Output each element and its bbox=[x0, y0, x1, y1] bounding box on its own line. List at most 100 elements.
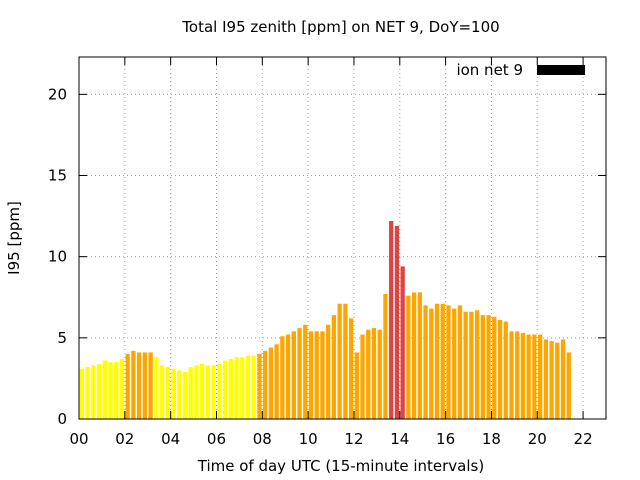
bar bbox=[303, 324, 308, 419]
bar bbox=[200, 363, 205, 419]
x-tick-label: 02 bbox=[115, 430, 134, 448]
bar bbox=[205, 365, 211, 419]
bar bbox=[308, 331, 314, 419]
x-tick-label: 04 bbox=[161, 430, 180, 448]
bar bbox=[452, 308, 457, 419]
y-tick-label: 10 bbox=[48, 248, 67, 266]
x-tick-labels: 00 02 04 06 08 10 12 14 16 18 20 22 bbox=[69, 430, 592, 448]
legend-label: ion net 9 bbox=[456, 61, 523, 79]
bar bbox=[79, 368, 85, 419]
bar bbox=[354, 352, 359, 419]
bar bbox=[474, 310, 480, 419]
bar bbox=[142, 352, 148, 419]
plot-frame bbox=[78, 56, 607, 420]
bar bbox=[360, 334, 365, 419]
bar bbox=[337, 303, 342, 419]
bar bbox=[532, 334, 537, 419]
bar bbox=[371, 328, 377, 419]
bar bbox=[469, 311, 474, 419]
bar bbox=[234, 357, 239, 419]
bar bbox=[188, 367, 193, 419]
bar bbox=[463, 311, 468, 419]
bars-group bbox=[79, 220, 571, 419]
bar bbox=[394, 225, 400, 419]
x-axis-label: Time of day UTC (15-minute intervals) bbox=[197, 457, 484, 475]
y-tick-labels: 0 5 10 15 20 bbox=[48, 85, 67, 428]
bar bbox=[543, 339, 549, 419]
bar bbox=[560, 339, 566, 419]
bar bbox=[555, 342, 560, 419]
bar bbox=[222, 360, 228, 419]
bar bbox=[268, 347, 274, 419]
bar bbox=[434, 303, 440, 419]
bar bbox=[446, 305, 451, 419]
bar bbox=[526, 334, 531, 419]
bar bbox=[480, 315, 485, 419]
bar bbox=[377, 329, 382, 419]
y-tick-label: 0 bbox=[57, 410, 67, 428]
bar bbox=[125, 354, 130, 419]
bar bbox=[492, 316, 497, 419]
bar bbox=[85, 367, 90, 419]
bar bbox=[497, 319, 503, 419]
bar bbox=[389, 220, 394, 419]
bar bbox=[165, 367, 170, 419]
bar bbox=[148, 352, 153, 419]
bar bbox=[331, 315, 337, 419]
bar bbox=[108, 362, 113, 419]
x-tick-label: 12 bbox=[344, 430, 363, 448]
bar bbox=[314, 331, 319, 419]
bar bbox=[182, 371, 188, 419]
x-tick-label: 16 bbox=[436, 430, 455, 448]
x-tick-label: 08 bbox=[253, 430, 272, 448]
y-tick-label: 5 bbox=[57, 329, 67, 347]
bar bbox=[549, 341, 554, 419]
bar bbox=[240, 357, 245, 419]
bar bbox=[429, 308, 434, 419]
legend-swatch bbox=[537, 65, 585, 75]
axis-ticks bbox=[78, 57, 606, 420]
bar bbox=[400, 266, 405, 419]
bar bbox=[159, 365, 165, 419]
bar bbox=[326, 324, 331, 419]
bar bbox=[137, 352, 142, 419]
bar bbox=[343, 303, 348, 419]
bar bbox=[440, 303, 445, 419]
bar bbox=[291, 331, 296, 419]
bar bbox=[417, 292, 422, 419]
bar bbox=[119, 358, 125, 419]
x-tick-label: 14 bbox=[390, 430, 409, 448]
bar bbox=[251, 355, 256, 419]
bar bbox=[406, 295, 411, 419]
bar bbox=[457, 305, 463, 419]
bar bbox=[96, 363, 102, 419]
chart-title: Total I95 zenith [ppm] on NET 9, DoY=100 bbox=[181, 18, 499, 36]
bar bbox=[211, 365, 216, 419]
y-tick-label: 15 bbox=[48, 167, 67, 185]
bar bbox=[257, 354, 262, 419]
bar bbox=[114, 362, 119, 419]
bar bbox=[285, 334, 291, 419]
bar bbox=[383, 294, 388, 419]
bar bbox=[194, 365, 199, 419]
bar bbox=[509, 331, 514, 419]
bar bbox=[503, 321, 508, 419]
bar bbox=[297, 328, 302, 419]
bar bbox=[102, 360, 107, 419]
x-tick-label: 22 bbox=[574, 430, 593, 448]
x-tick-label: 20 bbox=[528, 430, 547, 448]
bar bbox=[411, 292, 417, 419]
y-tick-label: 20 bbox=[48, 85, 67, 103]
bar bbox=[177, 370, 182, 419]
x-tick-label: 00 bbox=[69, 430, 88, 448]
bar bbox=[171, 368, 176, 419]
bar bbox=[217, 363, 222, 419]
grid-lines bbox=[79, 57, 606, 419]
bar bbox=[263, 350, 268, 419]
bar bbox=[91, 365, 96, 419]
bar bbox=[520, 332, 526, 419]
bar bbox=[537, 334, 543, 419]
bar bbox=[154, 357, 159, 419]
bar bbox=[515, 331, 520, 419]
